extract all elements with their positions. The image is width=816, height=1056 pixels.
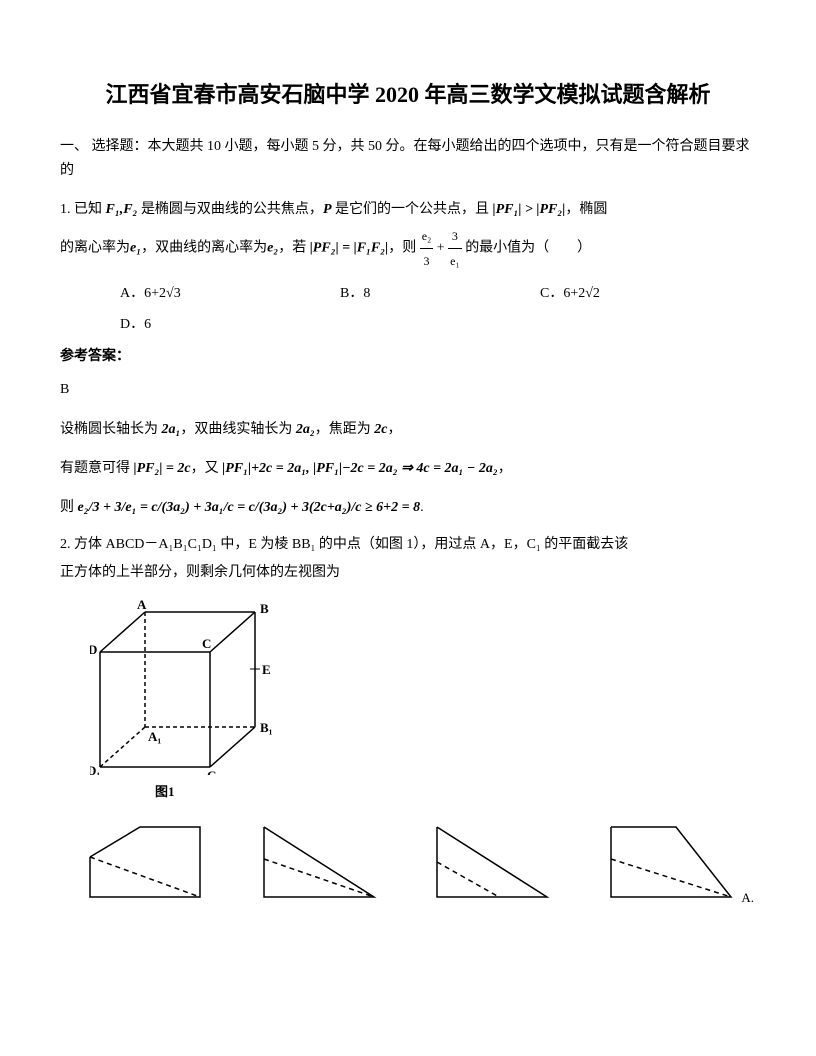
cube-label-C1: C₁ bbox=[207, 768, 220, 775]
q1-line2c: ，若 bbox=[278, 241, 310, 256]
exp-2a1: 2a₁ bbox=[162, 422, 181, 437]
q1-text4: ，椭圆 bbox=[565, 202, 607, 217]
exp3b: . bbox=[420, 500, 424, 515]
exp-2a2: 2a₂ bbox=[296, 422, 315, 437]
q1-f1f2: F₁,F₂ bbox=[106, 202, 138, 217]
q1-line2d: ，则 bbox=[388, 241, 420, 256]
frac-num2: 3 bbox=[448, 224, 462, 249]
answer-letter: B bbox=[60, 379, 756, 401]
q1-line2b: ，双曲线的离心率为 bbox=[141, 241, 267, 256]
q1-e2: e₂ bbox=[267, 241, 278, 256]
exp2a: 有题意可得 bbox=[60, 461, 134, 476]
q2-text1: 2. 方体 ABCD－A₁B₁C₁D₁ 中，E 为棱 BB₁ 的中点（如图 1）… bbox=[60, 531, 756, 559]
exp1d: ， bbox=[388, 422, 402, 437]
q1-line2e: 的最小值为（ ） bbox=[462, 241, 592, 256]
q1-frac2: 3e₁ bbox=[448, 224, 462, 273]
q2-view-opt-2 bbox=[254, 817, 384, 915]
frac-den1: 3 bbox=[420, 249, 434, 273]
explanation-line2: 有题意可得 |PF₂| = 2c，又 |PF₁|+2c = 2a₁, |PF₁|… bbox=[60, 454, 756, 485]
exp-pf1expr: |PF₁|+2c = 2a₁, |PF₁|−2c = 2a₂ ⇒ 4c = 2a… bbox=[222, 461, 498, 476]
q2-view-opt-3 bbox=[427, 817, 557, 915]
q2-view-options: A. bbox=[60, 817, 756, 915]
q1-opt-d: D．6 bbox=[120, 314, 151, 336]
explanation-line1: 设椭圆长轴长为 2a₁，双曲线实轴长为 2a₂，焦距为 2c， bbox=[60, 415, 756, 446]
view-shape-3-icon bbox=[427, 817, 557, 907]
q1-pfineq: |PF₁| > |PF₂| bbox=[493, 202, 566, 217]
cube-label-B1: B₁ bbox=[260, 720, 273, 735]
exp1c: ，焦距为 bbox=[315, 422, 375, 437]
q1-text2: 是椭圆与双曲线的公共焦点， bbox=[137, 202, 323, 217]
explanation-line3: 则 e₂/3 + 3/e₁ = c/(3a₂) + 3a₁/c = c/(3a₂… bbox=[60, 493, 756, 524]
q2-opt-a-label: A. bbox=[741, 888, 754, 909]
q1-text3: 是它们的一个公共点，且 bbox=[332, 202, 493, 217]
q2-view-opt-1 bbox=[80, 817, 210, 915]
q1-text: 1. 已知 bbox=[60, 202, 106, 217]
q1-pf2eq: |PF₂| = |F₁F₂| bbox=[310, 241, 389, 256]
cube-figure: A B C D E A₁ B₁ C₁ D₁ 图1 bbox=[60, 597, 756, 802]
exp1b: ，双曲线实轴长为 bbox=[180, 422, 296, 437]
cube-label-D1: D₁ bbox=[90, 763, 100, 775]
q1-line2a: 的离心率为 bbox=[60, 241, 130, 256]
cube-label-A1: A₁ bbox=[148, 729, 161, 744]
view-shape-1-icon bbox=[80, 817, 210, 907]
cube-label-C: C bbox=[202, 636, 211, 651]
q1-frac: e₂3 bbox=[420, 224, 434, 273]
cube-label-E: E bbox=[262, 662, 271, 677]
cube-label-A: A bbox=[137, 597, 147, 612]
view-shape-4-icon bbox=[601, 817, 736, 907]
question-2: 2. 方体 ABCD－A₁B₁C₁D₁ 中，E 为棱 BB₁ 的中点（如图 1）… bbox=[60, 531, 756, 587]
q1-p: P bbox=[323, 202, 332, 217]
q1-opt-c: C．6+2√2 bbox=[540, 283, 700, 305]
q1-opt-b: B．8 bbox=[340, 283, 540, 305]
frac-num1: e₂ bbox=[420, 224, 434, 249]
exp2b: ，又 bbox=[191, 461, 223, 476]
answer-label: 参考答案： bbox=[60, 346, 756, 368]
cube-label-B: B bbox=[260, 601, 269, 616]
q2-view-opt-4: A. bbox=[601, 817, 736, 915]
frac-den2: e₁ bbox=[448, 249, 462, 273]
view-shape-2-icon bbox=[254, 817, 384, 907]
exp-pf22c: |PF₂| = 2c bbox=[134, 461, 191, 476]
cube-diagram-icon: A B C D E A₁ B₁ C₁ D₁ bbox=[90, 597, 295, 775]
question-1: 1. 已知 F₁,F₂ 是椭圆与双曲线的公共焦点，P 是它们的一个公共点，且 |… bbox=[60, 196, 756, 273]
q1-options: A．6+2√3 B．8 C．6+2√2 D．6 bbox=[120, 283, 756, 336]
q1-opt-a: A．6+2√3 bbox=[120, 283, 340, 305]
q1-e1: e₁ bbox=[130, 241, 141, 256]
exp-2c: 2c bbox=[374, 422, 387, 437]
figure-1-label: 图1 bbox=[155, 782, 756, 803]
cube-label-D: D bbox=[90, 642, 97, 657]
page-title: 江西省宜春市高安石脑中学 2020 年高三数学文模拟试题含解析 bbox=[60, 80, 756, 111]
q2-text2: 正方体的上半部分，则剩余几何体的左视图为 bbox=[60, 559, 756, 587]
exp2c: ， bbox=[498, 461, 512, 476]
exp-finalexpr: e₂/3 + 3/e₁ = c/(3a₂) + 3a₁/c = c/(3a₂) … bbox=[78, 500, 421, 515]
section-1-heading: 一、 选择题：本大题共 10 小题，每小题 5 分，共 50 分。在每小题给出的… bbox=[60, 135, 756, 183]
exp3a: 则 bbox=[60, 500, 78, 515]
exp1a: 设椭圆长轴长为 bbox=[60, 422, 162, 437]
